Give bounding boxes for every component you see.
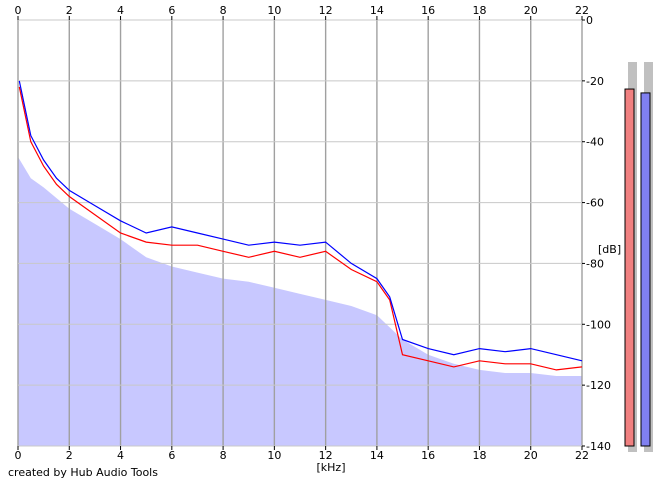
x-tick-label-top: 22 bbox=[575, 4, 589, 17]
series-line-2 bbox=[18, 80, 583, 362]
y-tick-label: 0 bbox=[586, 14, 593, 27]
x-tick-label-top: 20 bbox=[524, 4, 538, 17]
x-tick-label-bottom: 18 bbox=[472, 449, 486, 462]
x-tick-label-top: 6 bbox=[168, 4, 175, 17]
x-tick-label-bottom: 0 bbox=[15, 449, 22, 462]
spectrum-fill-area bbox=[18, 156, 582, 446]
y-tick-label: -20 bbox=[586, 75, 604, 88]
x-tick-label-bottom: 20 bbox=[524, 449, 538, 462]
credit-text: created by Hub Audio Tools bbox=[8, 466, 158, 479]
x-axis-bottom-ticks: 0 2 4 6 8 10 12 14 16 18 20 22 bbox=[15, 446, 589, 462]
x-tick-label-bottom: 2 bbox=[66, 449, 73, 462]
y-tick-label: -120 bbox=[586, 379, 611, 392]
x-axis-top-ticks: 0 2 4 6 8 10 12 14 16 18 20 22 bbox=[15, 4, 589, 20]
y-axis-right-ticks: 0 -20 -40 -60 -80 -100 -120 -140 bbox=[582, 14, 611, 453]
x-tick-label-top: 16 bbox=[421, 4, 435, 17]
series-layer bbox=[18, 80, 583, 371]
x-tick-label-bottom: 6 bbox=[168, 449, 175, 462]
y-tick-label: -140 bbox=[586, 440, 611, 453]
series-line-1 bbox=[18, 86, 583, 371]
x-tick-label-top: 10 bbox=[267, 4, 281, 17]
x-tick-label-top: 12 bbox=[319, 4, 333, 17]
x-tick-label-bottom: 10 bbox=[267, 449, 281, 462]
x-tick-label-top: 18 bbox=[472, 4, 486, 17]
y-tick-label: -40 bbox=[586, 136, 604, 149]
y-axis-label: [dB] bbox=[598, 243, 621, 256]
x-tick-label-bottom: 22 bbox=[575, 449, 589, 462]
y-tick-label: -80 bbox=[586, 257, 604, 270]
x-tick-label-top: 2 bbox=[66, 4, 73, 17]
x-tick-label-bottom: 16 bbox=[421, 449, 435, 462]
x-tick-label-top: 0 bbox=[15, 4, 22, 17]
x-tick-label-top: 14 bbox=[370, 4, 384, 17]
x-tick-label-top: 4 bbox=[117, 4, 124, 17]
x-tick-label-bottom: 8 bbox=[220, 449, 227, 462]
level-meters bbox=[624, 62, 653, 452]
grid bbox=[17, 19, 583, 447]
x-tick-label-top: 8 bbox=[220, 4, 227, 17]
x-axis-label: [kHz] bbox=[317, 461, 346, 474]
x-tick-label-bottom: 14 bbox=[370, 449, 384, 462]
level-meter-2 bbox=[640, 92, 651, 447]
y-tick-label: -100 bbox=[586, 318, 611, 331]
spectrum-fill bbox=[18, 156, 582, 446]
level-meter-1 bbox=[624, 88, 635, 447]
x-tick-label-bottom: 4 bbox=[117, 449, 124, 462]
x-tick-label-bottom: 12 bbox=[319, 449, 333, 462]
y-tick-label: -60 bbox=[586, 197, 604, 210]
